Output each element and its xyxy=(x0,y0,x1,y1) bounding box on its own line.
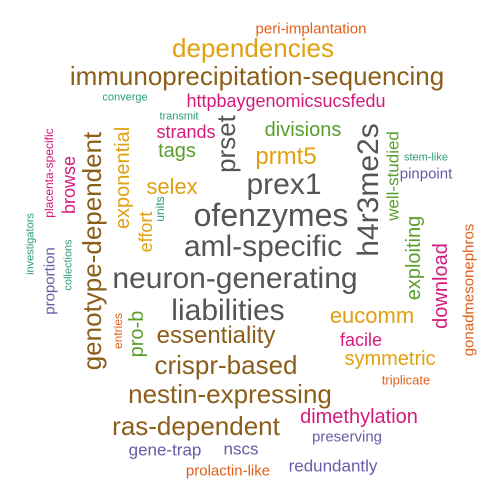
word: prset xyxy=(211,115,241,173)
word: crispr-based xyxy=(154,350,298,380)
word: pinpoint xyxy=(399,165,453,183)
word: selex xyxy=(146,174,198,199)
word: httpbaygenomicsucsfedu xyxy=(186,91,386,111)
word: exponential xyxy=(112,126,134,230)
word: preserving xyxy=(311,428,383,446)
word: entries xyxy=(111,312,125,350)
word: strands xyxy=(156,122,216,142)
word: neuron-generating xyxy=(112,262,358,295)
word: aml-specific xyxy=(183,230,343,263)
word: stem-like xyxy=(403,151,449,164)
word: well-studied xyxy=(383,131,403,221)
word: divisions xyxy=(264,119,342,141)
word: triplicate xyxy=(381,372,431,388)
word: prmt5 xyxy=(255,143,317,170)
word: dimethylation xyxy=(300,406,418,428)
word: investigators xyxy=(24,213,37,275)
word: exploiting xyxy=(403,215,425,301)
word: essentiality xyxy=(156,322,276,349)
word: prex1 xyxy=(246,168,322,201)
word: prolactin-like xyxy=(185,462,271,480)
word: genotype-dependent xyxy=(77,131,107,371)
word: units xyxy=(153,196,167,222)
word: nscs xyxy=(223,439,259,459)
word: gonadmesonephros xyxy=(460,223,478,357)
word: peri-implantation xyxy=(255,20,367,38)
word: eucomm xyxy=(329,303,415,328)
word: gene-trap xyxy=(128,440,202,460)
word: dependencies xyxy=(172,33,334,63)
word: ras-dependent xyxy=(112,411,280,441)
word: transmit xyxy=(159,110,199,123)
word: ofenzymes xyxy=(193,197,349,233)
word: facile xyxy=(339,330,383,350)
word: tags xyxy=(158,140,196,162)
word: h4r3me2s xyxy=(352,123,385,257)
word: converge xyxy=(102,91,148,104)
word: liabilities xyxy=(171,294,285,327)
word: browse xyxy=(59,155,79,215)
word: redundantly xyxy=(288,456,378,476)
word: placenta-specific xyxy=(42,128,56,218)
word: immunoprecipitation-sequencing xyxy=(69,61,445,91)
word: pro-b xyxy=(126,310,148,358)
word: symmetric xyxy=(344,348,436,370)
word: download xyxy=(430,243,452,329)
word: collections xyxy=(62,239,75,291)
word: proportion xyxy=(41,247,59,315)
word: nestin-expressing xyxy=(128,379,332,409)
